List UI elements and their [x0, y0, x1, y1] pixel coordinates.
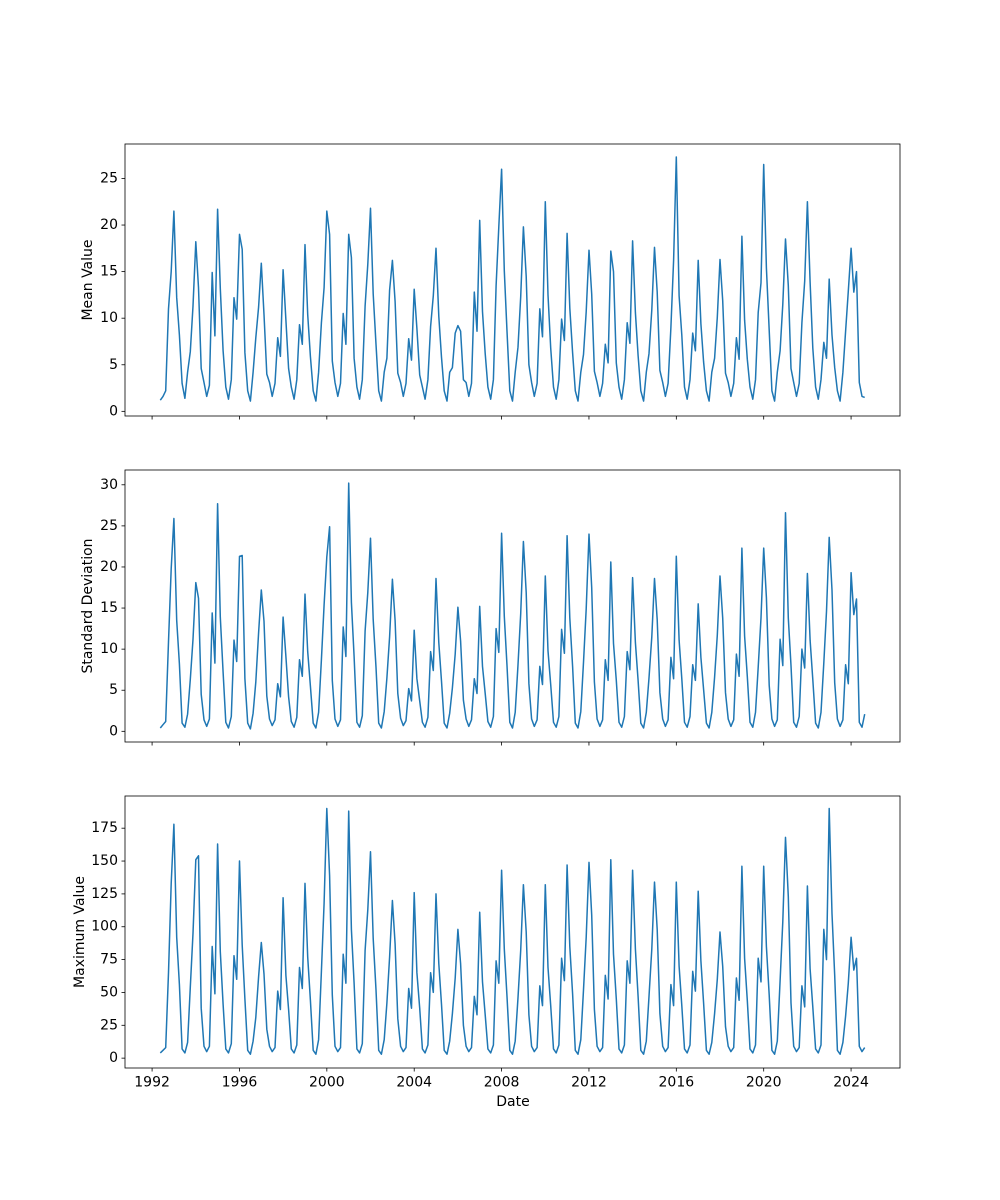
line-series-mean-value — [159, 156, 865, 402]
y-tick-label: 20 — [100, 559, 118, 575]
y-tick-label: 175 — [91, 820, 118, 836]
y-tick-label: 50 — [100, 984, 118, 1000]
subplot-maximum-value: 0 25 50 75 100 125 150 175 1992 1996 2000 2004 2008 2… — [91, 795, 901, 1091]
y-tick-label: 15 — [100, 600, 118, 616]
y-tick-label: 15 — [100, 264, 118, 280]
subplot-mean-value: 0 5 10 15 20 25 — [100, 143, 901, 420]
ylabel-standard-deviation: Standard Deviation — [80, 538, 96, 674]
x-tick-label: 2016 — [659, 1075, 695, 1091]
x-tick-label: 2024 — [833, 1075, 869, 1091]
y-tick-label: 25 — [100, 170, 118, 186]
y-tick-label: 100 — [91, 919, 118, 935]
y-tick-label: 30 — [100, 477, 118, 493]
x-tick-label: 2008 — [484, 1075, 520, 1091]
y-tick-label: 10 — [100, 641, 118, 657]
x-tick-label: 2000 — [309, 1075, 345, 1091]
x-tick-label: 2012 — [571, 1075, 607, 1091]
axes-frame — [124, 795, 901, 1069]
x-tick-label: 2020 — [746, 1075, 782, 1091]
y-tick-label: 25 — [100, 1017, 118, 1033]
y-tick-label: 25 — [100, 518, 118, 534]
ylabel-maximum-value: Maximum Value — [72, 876, 88, 988]
line-series-maximum-value — [159, 807, 866, 1055]
y-tick-label: 0 — [109, 403, 118, 419]
y-tick-label: 5 — [109, 357, 118, 373]
y-tick-label: 0 — [109, 1050, 118, 1066]
axes-frame — [124, 143, 901, 417]
axes-frame — [124, 469, 901, 743]
x-tick-label: 1992 — [134, 1075, 170, 1091]
x-tick-label: 2004 — [396, 1075, 432, 1091]
y-tick-label: 75 — [100, 952, 118, 968]
subplot-standard-deviation: 0 5 10 15 20 25 30 — [100, 469, 901, 746]
x-tick-label: 1996 — [222, 1075, 258, 1091]
y-tick-label: 5 — [109, 682, 118, 698]
y-tick-label: 20 — [100, 217, 118, 233]
xlabel-date: Date — [496, 1094, 530, 1110]
y-tick-label: 10 — [100, 310, 118, 326]
y-tick-label: 125 — [91, 886, 118, 902]
ylabel-mean-value: Mean Value — [80, 239, 96, 321]
y-tick-label: 0 — [109, 723, 118, 739]
y-tick-label: 150 — [91, 853, 118, 869]
line-series-standard-deviation — [159, 482, 866, 730]
